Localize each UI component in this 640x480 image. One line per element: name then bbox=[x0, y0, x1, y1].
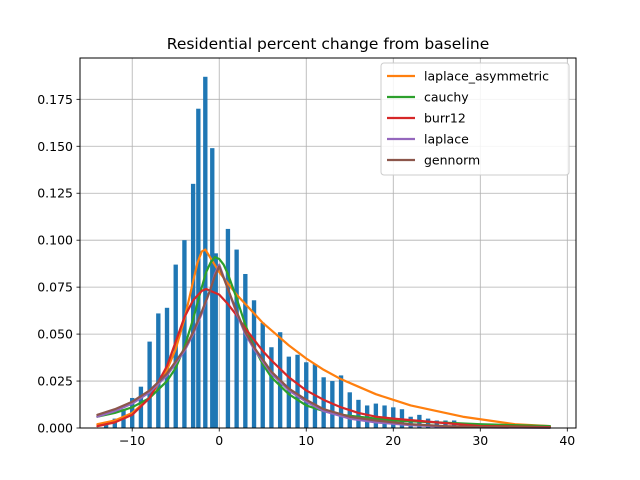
histogram-bar bbox=[269, 347, 274, 428]
x-axis: −10 0 10 20 30 40 bbox=[119, 428, 575, 448]
y-tick-label: 0.125 bbox=[37, 186, 73, 201]
x-tick-label: 40 bbox=[559, 433, 575, 448]
histogram-bar bbox=[243, 273, 248, 428]
legend-box bbox=[380, 62, 570, 176]
histogram-bar bbox=[295, 354, 300, 428]
histogram-bar bbox=[338, 375, 344, 428]
y-tick-label: 0.175 bbox=[37, 92, 73, 107]
x-tick-label: 30 bbox=[472, 433, 488, 448]
plot-frame bbox=[79, 57, 577, 429]
y-tick-label: 0.150 bbox=[37, 139, 73, 154]
histogram-bar bbox=[225, 228, 231, 428]
histogram-bar bbox=[260, 322, 265, 428]
x-tick-label: 10 bbox=[298, 433, 314, 448]
histogram-bar bbox=[196, 108, 201, 428]
y-tick-label: 0.000 bbox=[37, 421, 73, 436]
histogram-bar bbox=[182, 240, 187, 428]
histogram-bar bbox=[434, 420, 439, 428]
histogram-bar bbox=[203, 76, 208, 428]
histogram-bar bbox=[103, 424, 109, 428]
legend-label: gennorm bbox=[424, 153, 480, 168]
histogram-bar bbox=[156, 313, 161, 428]
histogram-bar bbox=[251, 300, 257, 428]
x-tick-label: 0 bbox=[215, 433, 223, 448]
histogram-bar bbox=[234, 249, 239, 428]
chart-title: Residential percent change from baseline bbox=[167, 35, 490, 53]
histogram-bar bbox=[213, 253, 218, 428]
histogram-bar bbox=[443, 420, 448, 428]
legend-label: burr12 bbox=[424, 111, 466, 126]
histogram-bar bbox=[286, 356, 292, 428]
series-line-laplace_asymmetric bbox=[96, 248, 551, 428]
histogram-bar bbox=[304, 362, 309, 428]
legend-label: laplace bbox=[424, 132, 469, 147]
histogram-bar bbox=[210, 148, 215, 428]
histogram-bar bbox=[408, 416, 413, 428]
fit-curves bbox=[96, 248, 551, 429]
y-tick-label: 0.075 bbox=[37, 280, 73, 295]
x-tick-label: −10 bbox=[119, 433, 145, 448]
series-line-gennorm bbox=[96, 265, 551, 429]
legend-label: cauchy bbox=[424, 90, 469, 105]
histogram-bar bbox=[321, 377, 326, 428]
y-tick-label: 0.100 bbox=[37, 233, 73, 248]
histogram-bar bbox=[190, 183, 196, 428]
y-axis: 0.000 0.025 0.050 0.075 0.100 0.125 0.150 0.175 bbox=[37, 92, 80, 436]
y-tick-label: 0.050 bbox=[37, 327, 73, 342]
legend-label: laplace_asymmetric bbox=[424, 69, 549, 84]
y-tick-label: 0.025 bbox=[37, 374, 73, 389]
x-tick-label: 20 bbox=[385, 433, 401, 448]
histogram-bar bbox=[425, 418, 431, 428]
histogram-bar bbox=[147, 341, 152, 428]
